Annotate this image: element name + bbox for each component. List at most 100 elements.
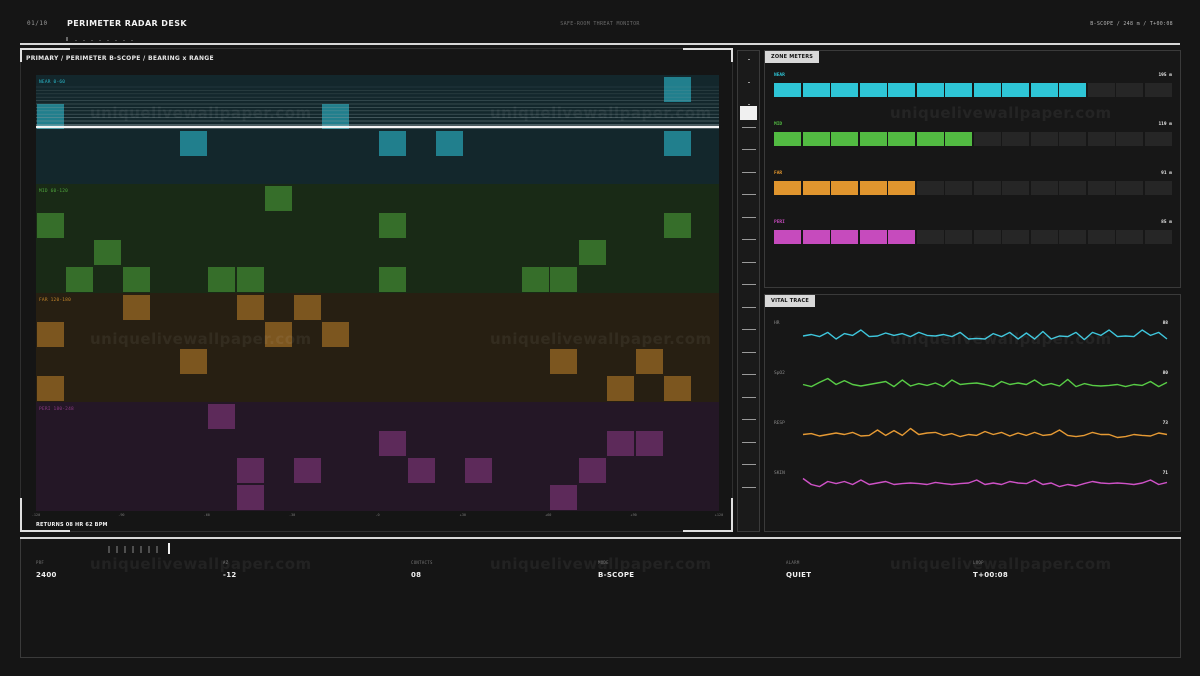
stat-az: AZ -12 (223, 560, 237, 579)
meter-segment (1144, 83, 1172, 97)
contact-cell[interactable] (265, 186, 292, 211)
contact-cell[interactable] (664, 213, 691, 238)
contact-cell[interactable] (379, 431, 406, 456)
contact-cell[interactable] (122, 295, 150, 320)
contact-cell[interactable] (407, 458, 435, 483)
stat-label: PRF (36, 560, 45, 565)
slider-tick (742, 396, 756, 398)
app-subtitle: SAFE-ROOM THREAT MONITOR (560, 21, 640, 27)
meter-segment (1116, 83, 1143, 97)
vital-value: 80 (1162, 371, 1168, 376)
meter-segment (1059, 83, 1086, 97)
contact-cell[interactable] (208, 404, 235, 429)
contact-cell[interactable] (236, 458, 264, 483)
top-bar: 01/10 PERIMETER RADAR DESK SAFE-ROOM THR… (0, 0, 1200, 45)
bottom-divider (20, 537, 1181, 539)
vital-value: 88 (1162, 321, 1168, 326)
meter-segment (802, 83, 830, 97)
contact-cell[interactable] (607, 431, 634, 456)
vital-label: SpO2 (774, 371, 785, 376)
zone-meters-panel: ZONE METERS NEAR 195 m MID 119 m FAR 91 m PERI… (764, 50, 1181, 288)
meter-segment (916, 83, 944, 97)
contact-cell[interactable] (635, 349, 663, 374)
contact-cell[interactable] (322, 322, 349, 347)
contact-cell[interactable] (664, 77, 691, 102)
contact-cell[interactable] (550, 485, 577, 510)
contact-cell[interactable] (293, 458, 321, 483)
meter-segment (1087, 132, 1115, 146)
contact-cell[interactable] (664, 376, 691, 401)
slider-tick (748, 59, 750, 60)
meter-segment (945, 83, 972, 97)
contact-cell[interactable] (379, 213, 406, 238)
vital-label: RESP (774, 421, 785, 426)
bearing-tick-label: +30 (459, 513, 467, 517)
bscope-grid[interactable]: NEAR 0-60 MID 60-120 FAR 120-180 PERI 18… (36, 75, 719, 511)
contact-cell[interactable] (379, 267, 406, 292)
meter-segment (802, 181, 830, 195)
contact-cell[interactable] (37, 376, 64, 401)
bearing-tick-label: -120 (31, 513, 41, 517)
bottom-tick-ruler (108, 543, 170, 554)
meter-segment (831, 132, 858, 146)
stat-label: MODE (598, 560, 609, 565)
meter-segment (774, 132, 801, 146)
range-slider-handle[interactable] (740, 106, 757, 120)
contact-cell[interactable] (664, 131, 691, 156)
contact-cell[interactable] (635, 431, 663, 456)
contact-cell[interactable] (464, 458, 492, 483)
contact-cell[interactable] (236, 485, 264, 510)
zone-meter-peri: PERI 85 m (774, 220, 1172, 244)
slider-tick (742, 239, 756, 240)
contact-cell[interactable] (37, 213, 64, 238)
slider-tick (742, 126, 756, 128)
bearing-tick-label: -60 (203, 513, 210, 517)
meter-segment (888, 230, 915, 244)
contact-cell[interactable] (94, 240, 121, 265)
contact-cell[interactable] (179, 131, 207, 156)
stat-contacts: CONTACTS 08 (411, 560, 433, 579)
meter-segment (831, 83, 858, 97)
meter-segment (1059, 230, 1086, 244)
meter-label: NEAR (774, 73, 785, 78)
contact-cell[interactable] (322, 104, 349, 129)
meter-label: FAR (774, 171, 783, 176)
contact-cell[interactable] (37, 104, 64, 129)
range-slider[interactable] (737, 50, 760, 532)
meter-label: MID (774, 122, 783, 127)
slider-tick (748, 81, 750, 83)
contact-cell[interactable] (65, 267, 93, 292)
contact-cell[interactable] (208, 267, 235, 292)
contact-cell[interactable] (550, 349, 577, 374)
meter-segment (945, 181, 972, 195)
meter-segment (1002, 230, 1029, 244)
slider-tick (742, 216, 756, 218)
contact-cell[interactable] (293, 295, 321, 320)
meter-segment (1116, 132, 1143, 146)
contact-cell[interactable] (607, 376, 634, 401)
contact-cell[interactable] (179, 349, 207, 374)
stat-label: ALARM (786, 560, 800, 565)
contact-cell[interactable] (550, 267, 577, 292)
contact-cell[interactable] (436, 131, 463, 156)
slider-tick (742, 351, 756, 353)
contact-cell[interactable] (122, 267, 150, 292)
contact-cell[interactable] (37, 322, 64, 347)
contact-cell[interactable] (379, 131, 406, 156)
app-title: PERIMETER RADAR DESK (67, 19, 187, 28)
meter-value: 119 m (1158, 122, 1172, 127)
contact-cell[interactable] (521, 267, 549, 292)
band-label: FAR 120-180 (39, 298, 72, 303)
stat-value: B-SCOPE (598, 571, 635, 579)
stat-value: T+00:08 (973, 571, 1009, 579)
contact-cell[interactable] (236, 267, 264, 292)
meter-segment (831, 181, 858, 195)
contact-cell[interactable] (265, 322, 292, 347)
contact-cell[interactable] (578, 458, 606, 483)
contact-cell[interactable] (578, 240, 606, 265)
meter-value: 195 m (1158, 73, 1172, 78)
slider-tick (742, 329, 756, 330)
meter-segment (1030, 181, 1058, 195)
meter-segment (859, 230, 887, 244)
contact-cell[interactable] (236, 295, 264, 320)
